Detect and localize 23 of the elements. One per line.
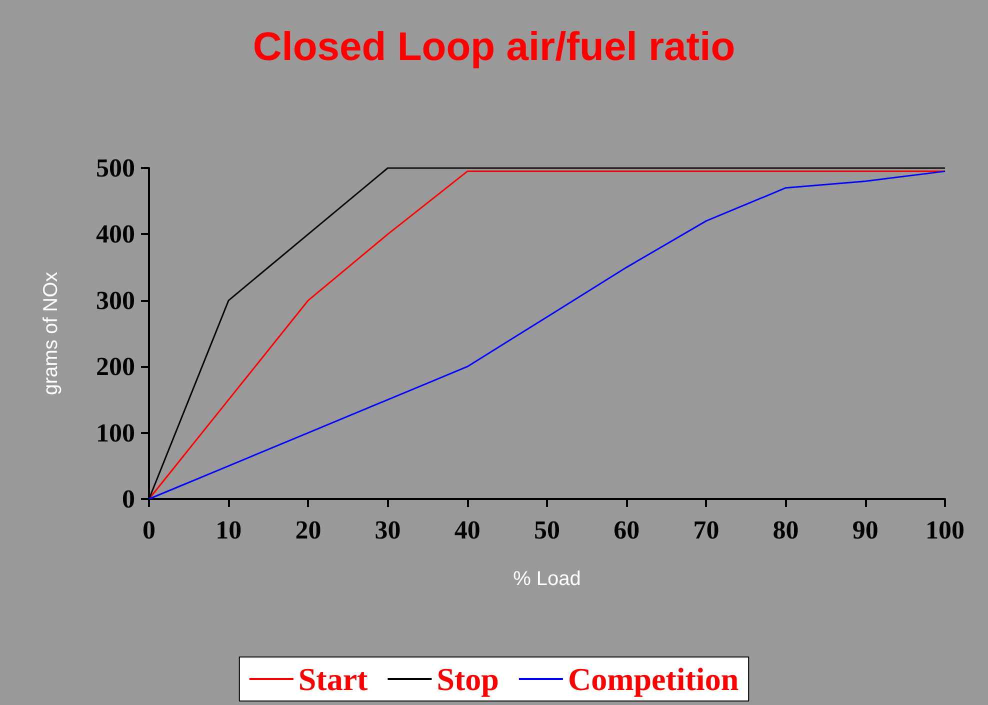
x-tick-label: 70 <box>693 516 720 544</box>
chart-title: Closed Loop air/fuel ratio <box>252 25 736 69</box>
legend-label: Start <box>298 661 368 697</box>
x-tick-label: 0 <box>142 516 156 544</box>
y-tick-label: 400 <box>96 220 135 249</box>
y-tick-label: 0 <box>122 484 135 514</box>
y-axis-title: grams of NOx <box>40 272 62 396</box>
x-tick-label: 50 <box>534 516 560 544</box>
y-tick-label: 300 <box>96 286 135 315</box>
x-tick-label: 60 <box>614 516 640 544</box>
x-tick-label: 40 <box>454 516 480 544</box>
x-tick-label: 80 <box>772 516 799 544</box>
legend-label: Competition <box>568 661 739 697</box>
x-axis-title: % Load <box>513 568 581 590</box>
y-tick-label: 100 <box>96 418 135 448</box>
x-tick-label: 30 <box>374 516 401 544</box>
y-tick-label: 500 <box>96 154 135 182</box>
legend-label: Stop <box>436 661 499 697</box>
x-tick-label: 100 <box>926 516 964 544</box>
x-tick-label: 10 <box>216 516 242 544</box>
y-tick-label: 200 <box>96 352 135 382</box>
x-tick-label: 90 <box>852 516 878 544</box>
x-tick-label: 20 <box>295 516 322 544</box>
